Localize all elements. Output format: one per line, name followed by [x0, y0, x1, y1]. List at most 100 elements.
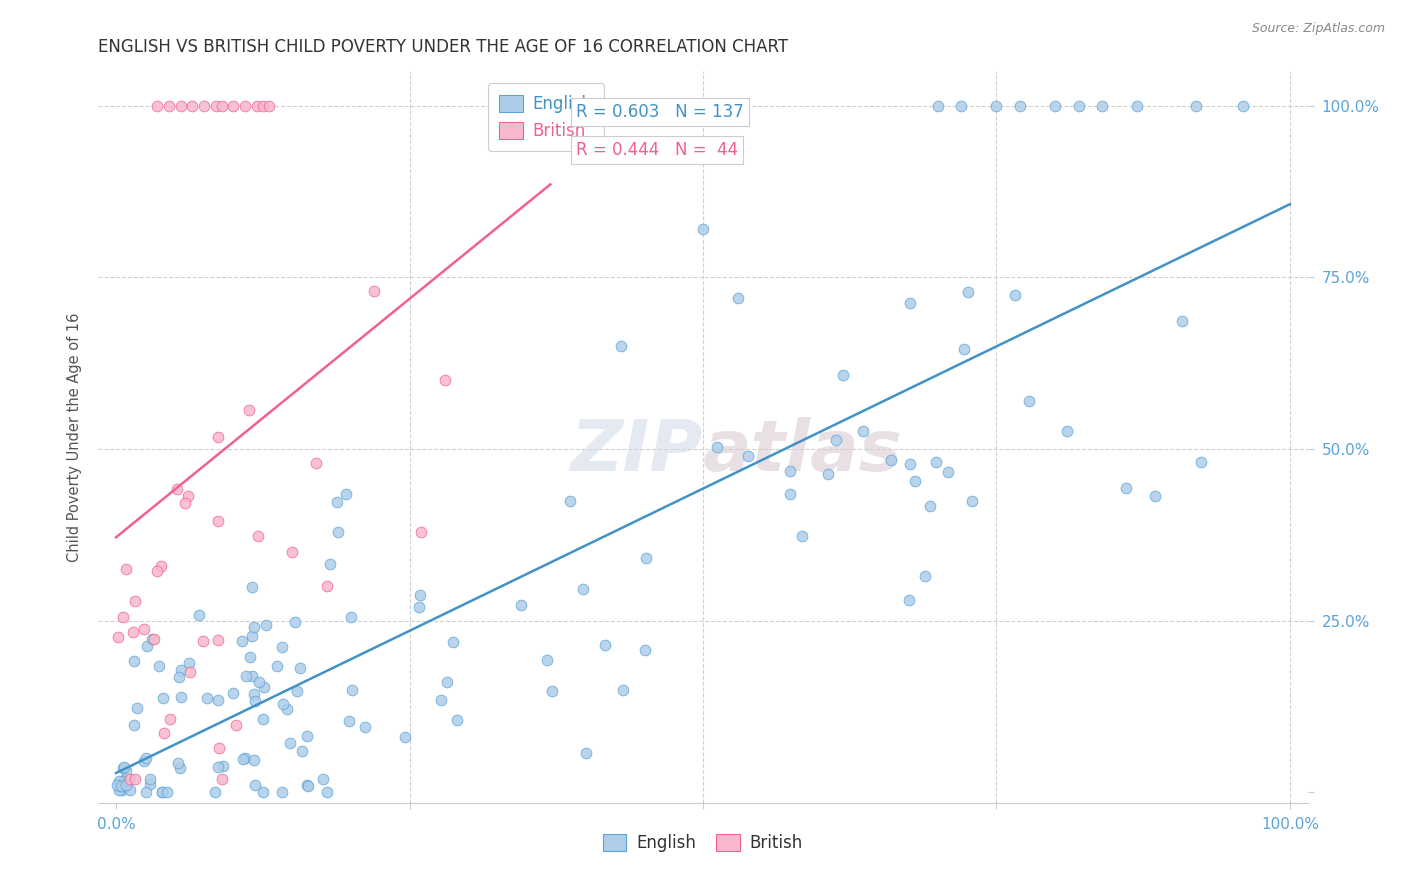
Point: [270, 785, 292, 799]
Point: [115, 772, 138, 787]
Point: [316, 785, 339, 799]
Text: Source: ZipAtlas.com: Source: ZipAtlas.com: [1251, 22, 1385, 36]
Point: [135, 785, 157, 799]
Point: [195, 690, 218, 705]
Point: [207, 632, 229, 647]
Point: [986, 98, 1008, 112]
Point: [281, 545, 304, 559]
Point: [254, 617, 277, 632]
Point: [115, 778, 138, 792]
Point: [1144, 489, 1167, 503]
Point: [408, 600, 430, 615]
Point: [191, 634, 214, 648]
Point: [394, 730, 416, 744]
Point: [112, 772, 135, 787]
Point: [179, 665, 201, 679]
Point: [124, 594, 146, 608]
Text: atlas: atlas: [703, 417, 903, 486]
Point: [188, 607, 211, 622]
Point: [148, 658, 170, 673]
Point: [779, 464, 801, 478]
Point: [111, 782, 134, 797]
Point: [135, 751, 157, 765]
Point: [1018, 393, 1040, 408]
Point: [363, 284, 385, 298]
Point: [409, 588, 432, 602]
Point: [211, 772, 233, 786]
Point: [150, 785, 173, 799]
Point: [122, 718, 145, 732]
Point: [953, 342, 976, 356]
Point: [1067, 98, 1090, 112]
Point: [211, 98, 233, 112]
Point: [110, 779, 132, 793]
Point: [105, 778, 128, 792]
Point: [204, 785, 226, 799]
Point: [297, 729, 319, 743]
Point: [146, 98, 169, 112]
Point: [271, 698, 294, 712]
Point: [297, 778, 319, 792]
Point: [149, 558, 172, 573]
Text: R = 0.444   N =  44: R = 0.444 N = 44: [576, 141, 738, 159]
Point: [297, 779, 319, 793]
Point: [146, 564, 169, 578]
Point: [150, 785, 173, 799]
Point: [316, 579, 339, 593]
Point: [124, 772, 146, 786]
Point: [115, 562, 138, 576]
Point: [792, 529, 814, 543]
Point: [246, 529, 269, 543]
Point: [266, 659, 288, 673]
Point: [240, 629, 263, 643]
Point: [233, 98, 256, 112]
Point: [122, 655, 145, 669]
Point: [325, 495, 347, 509]
Point: [136, 639, 159, 653]
Point: [173, 496, 195, 510]
Point: [898, 457, 921, 471]
Point: [252, 785, 274, 799]
Point: [441, 635, 464, 649]
Point: [207, 514, 229, 528]
Text: ENGLISH VS BRITISH CHILD POVERTY UNDER THE AGE OF 16 CORRELATION CHART: ENGLISH VS BRITISH CHILD POVERTY UNDER T…: [98, 38, 789, 56]
Text: ZIP: ZIP: [571, 417, 703, 486]
Point: [240, 580, 263, 594]
Point: [270, 640, 292, 654]
Point: [157, 98, 180, 112]
Point: [960, 494, 983, 508]
Point: [240, 669, 263, 683]
Point: [446, 713, 468, 727]
Point: [354, 720, 377, 734]
Legend: English, British: English, British: [595, 825, 811, 860]
Point: [107, 783, 129, 797]
Point: [243, 620, 266, 634]
Point: [169, 761, 191, 775]
Point: [156, 785, 179, 799]
Point: [634, 550, 657, 565]
Point: [779, 487, 801, 501]
Point: [898, 296, 921, 310]
Point: [243, 687, 266, 701]
Point: [208, 740, 231, 755]
Point: [411, 524, 433, 539]
Point: [238, 403, 260, 417]
Point: [139, 772, 162, 787]
Point: [225, 718, 247, 732]
Point: [285, 683, 308, 698]
Point: [170, 664, 193, 678]
Point: [245, 778, 267, 792]
Point: [510, 598, 533, 612]
Point: [207, 430, 229, 444]
Point: [152, 690, 174, 705]
Point: [284, 615, 307, 629]
Point: [207, 759, 229, 773]
Point: [288, 661, 311, 675]
Point: [575, 746, 598, 760]
Point: [112, 610, 135, 624]
Point: [232, 751, 254, 765]
Point: [339, 609, 361, 624]
Point: [166, 756, 188, 771]
Point: [737, 449, 759, 463]
Point: [257, 98, 280, 112]
